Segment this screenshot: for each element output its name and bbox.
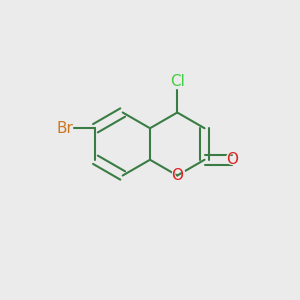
Text: Br: Br (57, 121, 74, 136)
Text: Cl: Cl (170, 74, 185, 88)
Text: O: O (226, 152, 238, 167)
Text: Cl: Cl (168, 72, 187, 90)
Text: O: O (170, 167, 185, 184)
Text: O: O (171, 168, 183, 183)
Text: Br: Br (54, 119, 76, 137)
Text: O: O (224, 151, 239, 169)
